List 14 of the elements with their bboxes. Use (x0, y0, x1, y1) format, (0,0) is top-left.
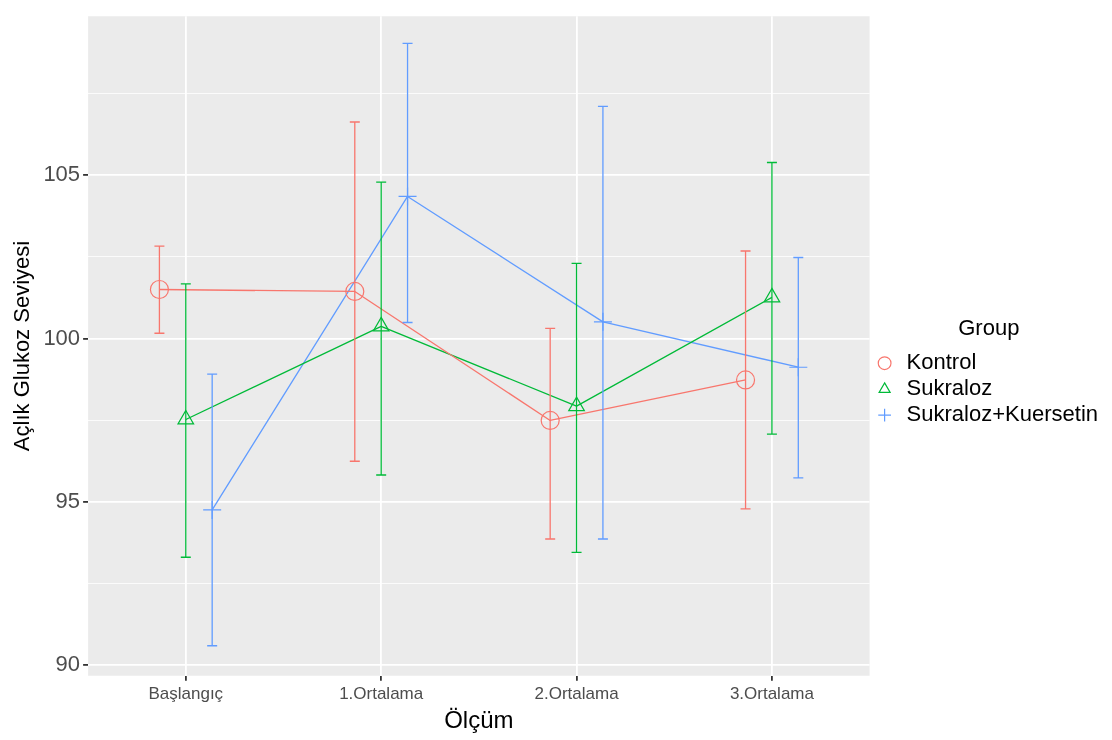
y-tick-label: 90 (55, 651, 81, 677)
y-tick-label: 95 (55, 487, 81, 513)
y-axis-title: Açlık Glukoz Seviyesi (9, 240, 35, 452)
x-tick-label: 2.Ortalama (534, 683, 620, 703)
legend-label: Kontrol (906, 349, 977, 375)
x-tick-label: 3.Ortalama (729, 683, 815, 703)
legend-label: Sukraloz (906, 375, 993, 401)
x-axis-title: Ölçüm (444, 706, 514, 734)
y-tick-label: 105 (43, 161, 81, 187)
x-tick-label: 1.Ortalama (339, 683, 424, 703)
y-tick-label: 100 (43, 324, 81, 350)
legend-title: Group (958, 314, 1020, 340)
legend-label: Sukraloz+Kuersetin (906, 401, 1099, 427)
x-tick-label: Başlangıç (148, 683, 224, 703)
